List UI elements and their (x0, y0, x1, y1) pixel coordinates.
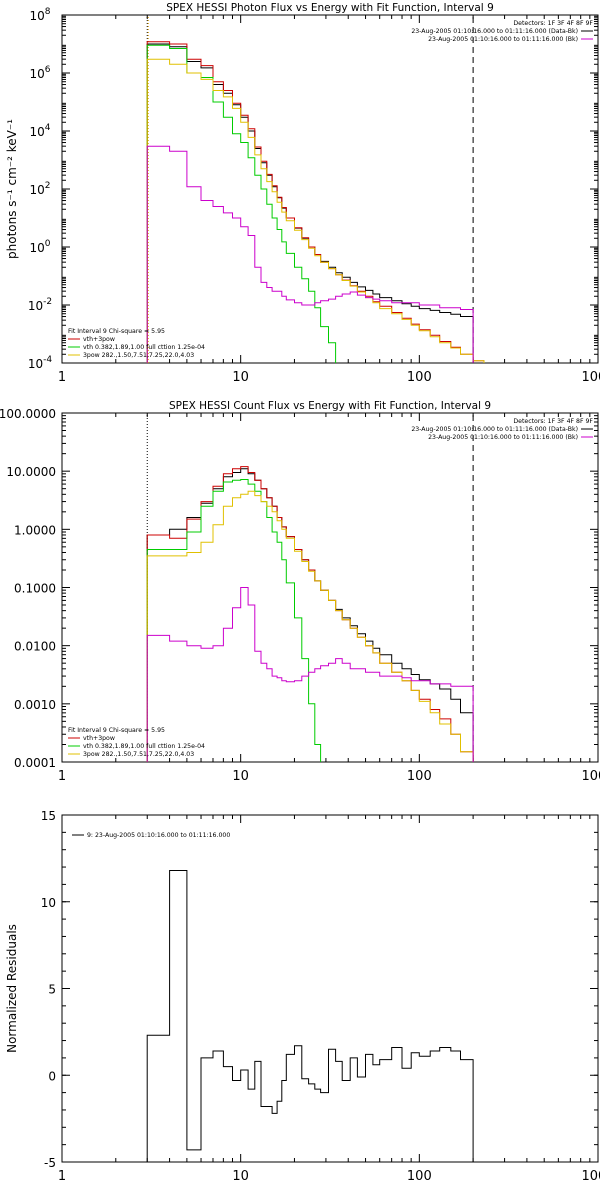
x-tick-label: 1000 (581, 370, 600, 385)
legend-entry: Detectors: 1F 3F 4F 8F 9F (513, 20, 593, 27)
legend-entry: 23-Aug-2005 01:10:16.000 to 01:11:16.000… (411, 426, 578, 433)
chart-panel-2: SPEX HESSI Count Flux vs Energy with Fit… (0, 400, 600, 784)
legend-entry: vth 0.382,1.89,1.00 full cttion 1.25e-04 (83, 743, 205, 750)
y-tick-label: 100 (29, 239, 50, 255)
y-tick-label: 0.1000 (14, 582, 56, 596)
x-tick-label: 100 (407, 1169, 432, 1184)
legend-entry: Fit Interval 9 Chi-square = 5.95 (68, 328, 165, 335)
x-tick-label: 10 (232, 1169, 249, 1184)
x-tick-label: 10 (232, 370, 249, 385)
chart-panel-3: Normalized Residuals 1 10 100 1000 -5 0 5 10 15 9:… (5, 809, 600, 1184)
legend-entry: vth+3pow (83, 735, 115, 742)
chart-title: SPEX HESSI Count Flux vs Energy with Fit… (169, 400, 491, 412)
y-tick-label: 10 (41, 896, 56, 910)
series-line-vth (146, 479, 322, 762)
legend-entry: 3pow 282.,1.50,7.51,7.25,22.0,4.03 (83, 751, 194, 758)
plot-frame (61, 14, 599, 364)
x-tick-label: 100 (407, 769, 432, 784)
y-tick-label: 102 (29, 181, 50, 197)
series-line-3pow (146, 58, 485, 363)
y-tick-label: 0 (48, 1069, 56, 1083)
y-tick-label: 10.0000 (6, 465, 56, 479)
legend-entry: 3pow 282.,1.50,7.51,7.25,22.0,4.03 (83, 352, 194, 359)
x-tick-label: 1000 (581, 1169, 600, 1184)
y-tick-label: 104 (29, 123, 50, 139)
series-line-bk (146, 145, 474, 363)
legend-entry: Fit Interval 9 Chi-square = 5.95 (68, 727, 165, 734)
x-tick-label: 1 (58, 769, 66, 784)
x-tick-label: 1 (58, 370, 66, 385)
y-tick-label: 10-2 (28, 297, 52, 313)
x-tick-label: 10 (232, 769, 249, 784)
series-line-vth-3pow (146, 41, 485, 363)
legend-entry: 23-Aug-2005 01:10:16.000 to 01:11:16.000… (411, 28, 578, 35)
legend-entry: vth 0.382,1.89,1.00 full cttion 1.25e-04 (83, 344, 205, 351)
series-line-vth (146, 44, 337, 363)
legend-entry: vth+3pow (83, 336, 115, 343)
y-tick-label: 100.0000 (0, 407, 56, 421)
x-tick-label: 100 (407, 370, 432, 385)
y-tick-label: 15 (41, 809, 56, 823)
series-line-bk (146, 587, 474, 762)
series-line-vth-3pow (146, 466, 474, 762)
legend-entry: 23-Aug-2005 01:10:16.000 to 01:11:16.000… (428, 36, 578, 43)
plot-frame (61, 412, 599, 763)
legend-entry: 23-Aug-2005 01:10:16.000 to 01:11:16.000… (428, 434, 578, 441)
x-tick-label: 1 (58, 1169, 66, 1184)
chart-title: SPEX HESSI Photon Flux vs Energy with Fi… (166, 2, 494, 14)
y-axis-label: Normalized Residuals (5, 924, 19, 1053)
plot-frame (61, 814, 599, 1163)
y-tick-label: 1.0000 (14, 523, 56, 537)
series-line-residuals (146, 870, 474, 1162)
y-tick-label: 5 (48, 983, 56, 997)
y-tick-label: 0.0001 (14, 756, 56, 770)
legend-entry: 9: 23-Aug-2005 01:10:16.000 to 01:11:16.… (87, 832, 230, 839)
series-line-data-bk (146, 468, 474, 762)
y-tick-label: -5 (44, 1156, 56, 1170)
legend-entry: Detectors: 1F 3F 4F 8F 9F (513, 418, 593, 425)
y-tick-label: 106 (29, 65, 50, 81)
y-tick-label: 0.0010 (14, 698, 56, 712)
y-tick-label: 0.0100 (14, 640, 56, 654)
chart-panel-1: SPEX HESSI Photon Flux vs Energy with Fi… (5, 2, 600, 385)
y-axis-label: photons s⁻¹ cm⁻² keV⁻¹ (5, 119, 19, 259)
y-tick-label: 108 (29, 7, 50, 23)
series-line-data-bk (146, 43, 474, 363)
x-tick-label: 1000 (581, 769, 600, 784)
series-line-3pow (146, 490, 474, 762)
y-tick-label: 10-4 (28, 355, 53, 371)
